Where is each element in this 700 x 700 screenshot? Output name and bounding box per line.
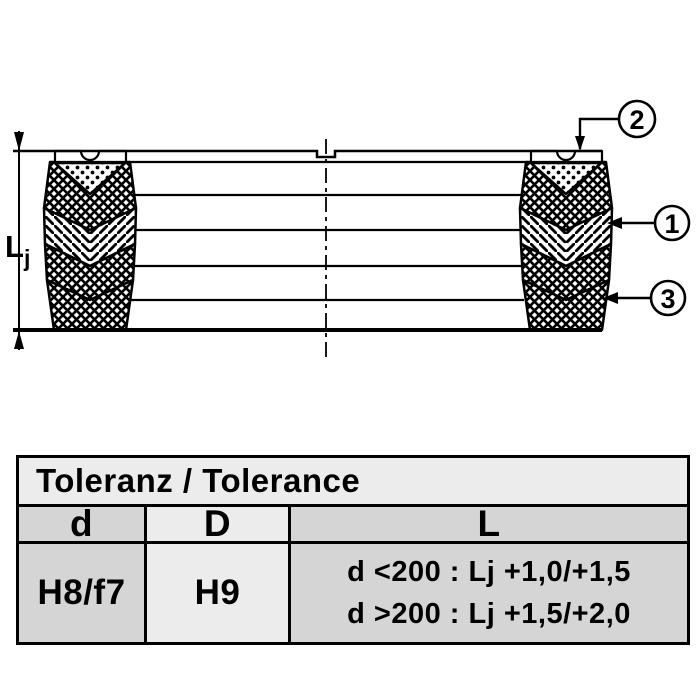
callout-1: 1 <box>607 204 691 242</box>
callout-balloon <box>617 99 657 139</box>
callout-balloon <box>649 279 687 317</box>
seal-technical-drawing: Lj 2 1 3 <box>5 99 691 362</box>
dimension-arrow-top-icon <box>14 132 24 151</box>
dimension-subscript: j <box>23 245 30 271</box>
column-header-d: d <box>19 503 144 544</box>
l-tolerance-line-2: d >200 : Lj +1,5/+2,0 <box>347 598 631 630</box>
callout-number: 2 <box>629 105 644 135</box>
value-L-tolerance: d <200 : Lj +1,0/+1,5 d >200 : Lj +1,5/+… <box>291 544 687 642</box>
dimension-lj: Lj <box>5 131 30 350</box>
leader-line <box>578 117 618 149</box>
table-title: Toleranz / Tolerance <box>19 458 687 504</box>
top-edge-line <box>13 149 602 159</box>
column-header-L: L <box>291 503 687 544</box>
tolerance-table: Toleranz / Tolerance d D L H8/f7 H9 d <2… <box>16 455 690 645</box>
value-d-tolerance: H8/f7 <box>19 544 144 642</box>
callout-number: 3 <box>660 284 675 314</box>
right-seal-stack <box>518 149 614 332</box>
leader-arrow-down-icon <box>575 136 585 151</box>
dimension-arrow-bottom-icon <box>14 331 24 349</box>
l-tolerance-line-1: d <200 : Lj +1,0/+1,5 <box>347 555 631 588</box>
value-D-tolerance: H9 <box>147 544 288 642</box>
callout-number: 1 <box>664 209 679 239</box>
callout-3: 3 <box>603 279 687 317</box>
ring-separation-lines <box>130 160 526 302</box>
column-header-D: D <box>147 503 288 544</box>
dimension-label: Lj <box>5 229 30 271</box>
callout-balloon <box>653 204 691 242</box>
leader-arrow-left-icon <box>603 292 618 304</box>
left-seal-stack <box>42 149 138 332</box>
leader-arrow-left-icon <box>607 217 622 229</box>
callout-2: 2 <box>575 99 657 151</box>
